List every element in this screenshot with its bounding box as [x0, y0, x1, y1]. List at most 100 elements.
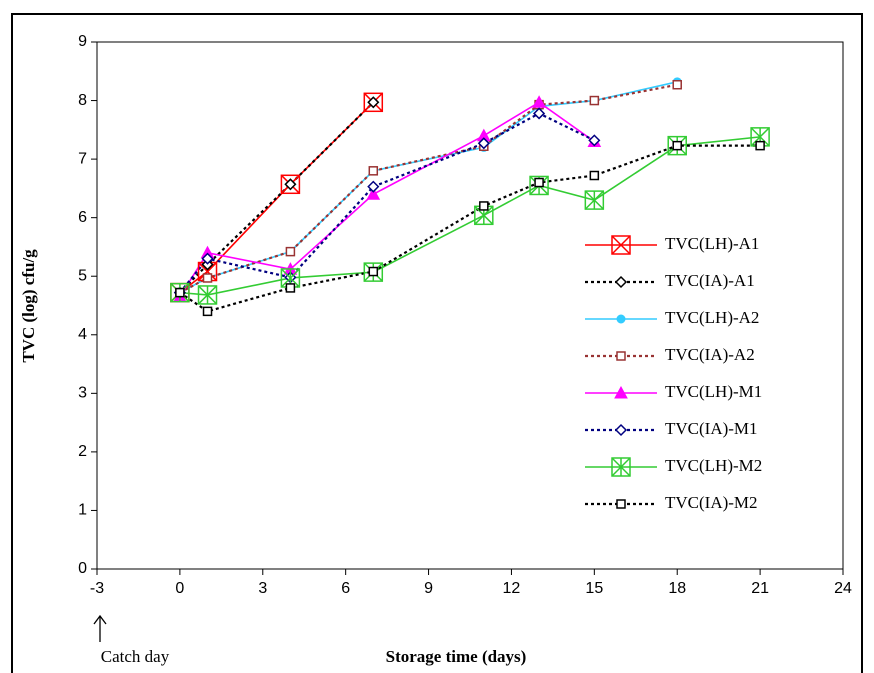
- x-tick-label: -3: [90, 580, 104, 597]
- marker-shape: [616, 499, 626, 509]
- marker: [616, 314, 626, 324]
- marker-shape: [589, 170, 600, 181]
- marker: [534, 177, 544, 188]
- marker-shape: [614, 275, 628, 289]
- marker-shape: [611, 235, 631, 255]
- y-tick-label: 1: [78, 502, 87, 519]
- marker-shape: [368, 166, 379, 176]
- marker: [588, 134, 601, 147]
- annotation: Catch day: [101, 647, 170, 666]
- marker-shape: [202, 273, 213, 283]
- marker: [614, 423, 628, 437]
- marker: [611, 457, 631, 477]
- marker-shape: [616, 314, 626, 324]
- marker: [616, 351, 626, 361]
- legend-label: TVC(LH)-M2: [665, 456, 762, 475]
- marker-shape: [280, 174, 301, 195]
- marker: [175, 287, 185, 298]
- marker-shape: [672, 140, 682, 151]
- x-tick-label: 21: [751, 580, 769, 597]
- marker: [285, 246, 296, 257]
- annotation-arrow: [93, 614, 107, 642]
- y-tick-label: 3: [78, 385, 87, 402]
- marker: [284, 178, 297, 191]
- marker: [532, 95, 546, 108]
- marker: [755, 140, 765, 151]
- marker: [197, 285, 218, 305]
- x-tick-label: 6: [341, 580, 350, 597]
- y-tick-label: 4: [78, 326, 87, 343]
- marker: [368, 166, 379, 176]
- marker-shape: [614, 423, 628, 437]
- marker-shape: [284, 178, 297, 191]
- marker-shape: [175, 287, 185, 298]
- marker-shape: [197, 262, 218, 282]
- x-axis-label: Storage time (days): [386, 647, 527, 666]
- marker: [202, 306, 213, 317]
- y-tick-label: 6: [78, 209, 87, 226]
- x-tick-label: 9: [424, 580, 433, 597]
- y-tick-label: 8: [78, 92, 87, 109]
- marker: [202, 273, 213, 283]
- marker-shape: [368, 266, 379, 277]
- marker-shape: [532, 95, 546, 108]
- legend-label: TVC(LH)-A1: [665, 234, 759, 253]
- legend-label: TVC(LH)-M1: [665, 382, 762, 401]
- marker-shape: [611, 235, 631, 255]
- marker-shape: [755, 140, 765, 151]
- marker-shape: [477, 137, 490, 150]
- marker-shape: [367, 96, 380, 109]
- y-tick-label: 7: [78, 150, 87, 167]
- marker-shape: [367, 180, 380, 193]
- marker-shape: [479, 201, 489, 211]
- marker-shape: [589, 95, 600, 106]
- marker: [368, 266, 379, 277]
- marker: [477, 137, 490, 150]
- marker-shape: [285, 283, 296, 293]
- frame: [11, 13, 863, 673]
- x-tick-label: 24: [834, 580, 852, 597]
- x-tick-label: 3: [258, 580, 267, 597]
- series-line: [179, 83, 678, 294]
- marker: [584, 190, 605, 210]
- marker-shape: [202, 306, 213, 317]
- marker: [533, 107, 546, 120]
- legend-label: TVC(IA)-A1: [665, 271, 755, 290]
- marker-shape: [588, 134, 601, 147]
- y-axis-label: TVC (log) cfu/g: [19, 249, 38, 363]
- x-tick-label: 0: [175, 580, 184, 597]
- marker-shape: [201, 252, 214, 265]
- marker: [614, 385, 628, 399]
- marker: [366, 187, 381, 200]
- marker: [589, 95, 600, 106]
- marker-shape: [285, 246, 296, 257]
- legend-label: TVC(IA)-M2: [665, 493, 758, 512]
- series-line: [179, 101, 374, 294]
- y-tick-label: 2: [78, 443, 87, 460]
- marker: [367, 96, 380, 109]
- legend-label: TVC(IA)-A2: [665, 345, 755, 364]
- marker: [672, 79, 682, 90]
- legend-label: TVC(IA)-M1: [665, 419, 758, 438]
- marker: [589, 170, 600, 181]
- marker: [367, 180, 380, 193]
- y-tick-label: 5: [78, 267, 87, 284]
- y-tick-label: 9: [78, 33, 87, 50]
- marker: [201, 252, 214, 265]
- legend-label: TVC(LH)-A2: [665, 308, 759, 327]
- marker-shape: [363, 92, 384, 113]
- marker: [479, 201, 489, 211]
- y-tick-label: 0: [78, 560, 87, 577]
- marker: [616, 499, 626, 509]
- marker-shape: [616, 351, 626, 361]
- x-tick-label: 18: [668, 580, 686, 597]
- series-line: [179, 101, 375, 294]
- marker-shape: [366, 187, 381, 200]
- plot-area: [96, 41, 844, 570]
- x-tick-label: 15: [585, 580, 603, 597]
- marker: [285, 283, 296, 293]
- marker: [672, 140, 682, 151]
- marker-shape: [672, 79, 682, 90]
